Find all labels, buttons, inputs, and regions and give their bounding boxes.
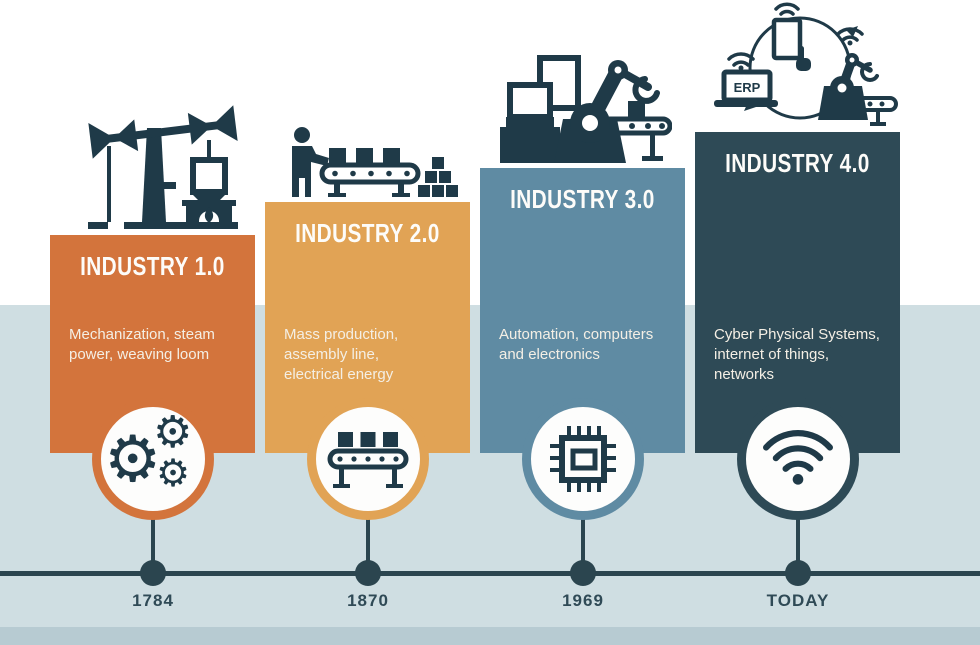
industry-1-description: Mechanization, steam power, weaving loom <box>69 326 215 363</box>
timeline-dot <box>140 560 166 586</box>
conveyor-badge <box>307 398 429 520</box>
gear-icon: ⚙ <box>156 453 191 495</box>
assembly-line-icon <box>282 126 460 201</box>
industry-2-description: Mass production, assembly line, electric… <box>284 326 399 383</box>
industry-3-description: Automation, computers and electronics <box>499 326 654 363</box>
gear-icon: ⚙ <box>104 423 162 495</box>
timeline-axis <box>0 571 980 576</box>
timeline-dot <box>355 560 381 586</box>
industry-4-title: INDUSTRY 4.0 <box>725 148 870 178</box>
timeline-connector <box>366 518 370 574</box>
cpu-chip-icon <box>550 426 616 492</box>
iot-network-icon: ERP <box>700 2 900 132</box>
footer-strip <box>0 627 980 645</box>
conveyor-icon <box>327 432 409 488</box>
wifi-badge <box>737 398 859 520</box>
timeline-connector <box>796 518 800 574</box>
year-label-1969: 1969 <box>562 591 604 610</box>
industry-3-title: INDUSTRY 3.0 <box>510 184 655 214</box>
timeline-connector <box>581 518 585 574</box>
cpu-chip-badge <box>522 398 644 520</box>
robot-arm-icon <box>498 55 672 165</box>
timeline-connector <box>151 518 155 574</box>
steam-engine-icon <box>88 104 238 231</box>
erp-label: ERP <box>734 80 761 95</box>
gear-icon: ⚙ <box>153 408 193 457</box>
gears-badge: ⚙ ⚙ ⚙ <box>92 398 214 520</box>
industry-4-description: Cyber Physical Systems, internet of thin… <box>714 326 880 383</box>
industry-1-title: INDUSTRY 1.0 <box>80 251 225 281</box>
year-label-today: TODAY <box>766 591 830 610</box>
year-label-1784: 1784 <box>132 591 174 610</box>
year-label-1870: 1870 <box>347 591 389 610</box>
timeline-dot <box>785 560 811 586</box>
timeline-dot <box>570 560 596 586</box>
industry-2-title: INDUSTRY 2.0 <box>295 218 440 248</box>
wifi-icon <box>763 429 833 485</box>
industry-1-bar: INDUSTRY 1.0 Mechanization, steam power,… <box>50 235 255 453</box>
